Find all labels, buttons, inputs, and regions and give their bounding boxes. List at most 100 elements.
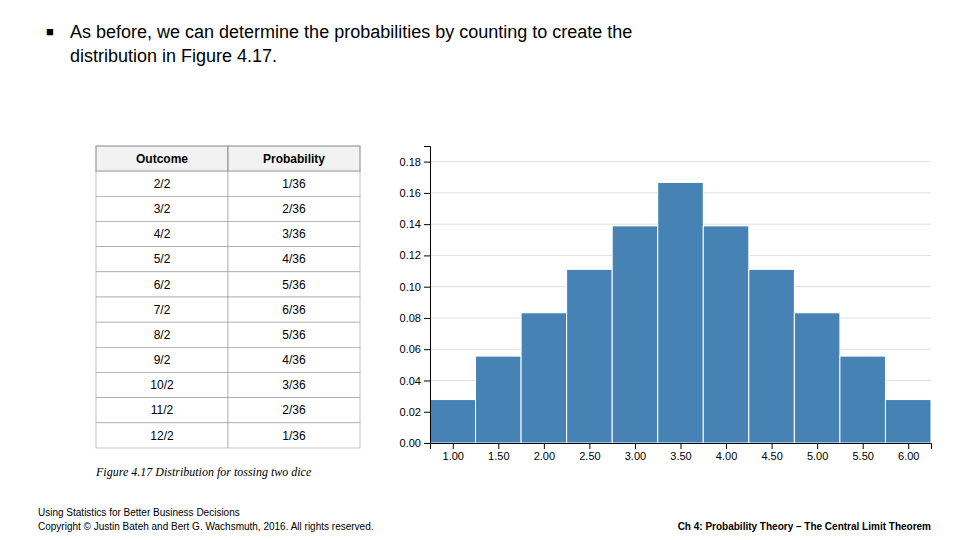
- tick-label: 1.50: [488, 450, 509, 462]
- table-header-cell: [228, 146, 360, 171]
- tick: 0.14: [400, 218, 430, 230]
- table-header: Probability: [263, 152, 325, 166]
- table-cell: [228, 373, 360, 398]
- table-cell-text: 5/2: [154, 252, 171, 266]
- tick-mark: [863, 443, 864, 449]
- table-header-cell: [96, 146, 228, 171]
- table-cell: [96, 196, 228, 221]
- table-cell-text: 2/2: [154, 177, 171, 191]
- tick-mark: [589, 443, 590, 449]
- tick-label: 0.06: [400, 343, 421, 355]
- tick: 0.18: [400, 156, 430, 168]
- tick-label: 0.12: [400, 249, 421, 261]
- tick-mark: [635, 443, 636, 449]
- text-line: Using Statistics for Better Business Dec…: [38, 507, 240, 518]
- table-cell-text: 6/36: [282, 303, 306, 317]
- table-cell: [96, 373, 228, 398]
- tick: 0.12: [400, 249, 430, 261]
- text-line: distribution in Figure 4.17.: [70, 46, 277, 66]
- tick-mark: [908, 443, 909, 449]
- x-axis: 1.001.502.002.503.003.504.004.505.005.50…: [431, 443, 932, 462]
- tick: 0.06: [400, 343, 430, 355]
- bar: [476, 356, 522, 443]
- table-cell-text: 4/36: [282, 353, 306, 367]
- bar: [703, 226, 749, 443]
- tick-label: 1.00: [443, 450, 464, 462]
- tick-label: 0.02: [400, 406, 421, 418]
- table-cell-text: 3/2: [154, 202, 171, 216]
- table-cell-text: 4/36: [282, 252, 306, 266]
- tick-label: 5.50: [852, 450, 873, 462]
- table-cell-text: 10/2: [150, 378, 174, 392]
- bar: [658, 182, 704, 443]
- table-cell-text: 8/2: [154, 328, 171, 342]
- footer-right: Ch 4: Probability Theory – The Central L…: [678, 521, 931, 532]
- table-cell: [96, 347, 228, 372]
- table-cell: [228, 196, 360, 221]
- tick-label: 0.08: [400, 312, 421, 324]
- tick-label: 0.00: [400, 437, 421, 449]
- tick-mark: [772, 443, 773, 449]
- table-cell-text: 3/36: [282, 378, 306, 392]
- table-cell: [228, 398, 360, 423]
- table-cell: [228, 322, 360, 347]
- table-cell: [96, 247, 228, 272]
- table-cell-text: 12/2: [150, 429, 174, 443]
- plot: 1.001.502.002.503.003.504.004.505.005.50…: [400, 147, 932, 462]
- table-cell-text: 2/36: [282, 403, 306, 417]
- table-cell-text: 3/36: [282, 227, 306, 241]
- table-cell-text: 7/2: [154, 303, 171, 317]
- tick-label: 4.00: [716, 450, 737, 462]
- tick-mark: [424, 349, 430, 350]
- table-cell: [228, 423, 360, 448]
- tick-label: 6.00: [898, 450, 919, 462]
- bullet: ■: [46, 24, 54, 39]
- tick: 0.00: [400, 437, 430, 449]
- table-cell: [228, 347, 360, 372]
- table-cell: [96, 423, 228, 448]
- tick: 2.50: [579, 443, 600, 462]
- table-cell: [96, 322, 228, 347]
- tick: 5.50: [852, 443, 873, 462]
- table-cell-text: 5/36: [282, 278, 306, 292]
- tick: 3.00: [625, 443, 646, 462]
- tick: 0.02: [400, 406, 430, 418]
- table-cell: [228, 272, 360, 297]
- table-cell: [96, 171, 228, 196]
- table-cell-text: 4/2: [154, 227, 171, 241]
- table-cell: [228, 297, 360, 322]
- text-line: Copyright © Justin Bateh and Bert G. Wac…: [38, 521, 374, 532]
- tick-mark: [424, 162, 430, 163]
- tick-mark: [817, 443, 818, 449]
- table-cell-text: 1/36: [282, 177, 306, 191]
- tick: 1.00: [443, 443, 464, 462]
- table-header: Outcome: [136, 152, 188, 166]
- tick-label: 0.14: [400, 218, 421, 230]
- table-cell-text: 1/36: [282, 429, 306, 443]
- table-cell-text: 5/36: [282, 328, 306, 342]
- tick-mark: [681, 443, 682, 449]
- tick: 2.00: [534, 443, 555, 462]
- table-cell: [96, 222, 228, 247]
- table: Outcome Probability 2/2 1/36 3/2 2/36 4/2 3/36 5…: [96, 146, 360, 448]
- bar: [840, 356, 886, 443]
- axis-line: [424, 147, 431, 444]
- table-cell: [96, 272, 228, 297]
- caption: Figure 4.17 Distribution for tossing two…: [95, 465, 312, 479]
- title: As before, we can determine the probabil…: [70, 22, 632, 66]
- tick-label: 0.16: [400, 187, 421, 199]
- table-cell: [228, 222, 360, 247]
- bar: [885, 400, 931, 443]
- tick-label: 4.50: [761, 450, 782, 462]
- table-cell-text: 9/2: [154, 353, 171, 367]
- tick-label: 0.18: [400, 156, 421, 168]
- table-cell-text: 6/2: [154, 278, 171, 292]
- tick-mark: [424, 443, 430, 444]
- grid: [430, 162, 931, 443]
- bar: [612, 226, 658, 443]
- tick-mark: [544, 443, 545, 449]
- table-cell-text: 2/36: [282, 202, 306, 216]
- tick: 4.00: [716, 443, 737, 462]
- axis-line: [431, 444, 932, 450]
- tick: 0.08: [400, 312, 430, 324]
